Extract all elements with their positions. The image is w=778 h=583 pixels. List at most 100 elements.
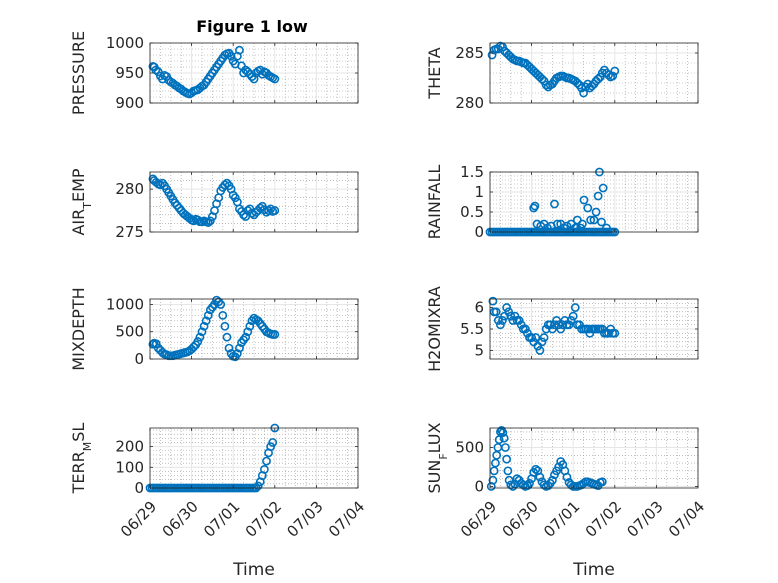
axes-box [149,298,359,360]
data-point [579,195,589,205]
data-point [535,472,545,482]
data-point [262,456,271,466]
data-point [245,321,255,331]
y-axis-label: H2OMIXRA [425,286,444,372]
data-point [586,215,596,225]
data-point [155,180,165,190]
data-point [604,328,613,338]
data-point [224,343,234,353]
axes-box [149,427,359,489]
data-point [508,316,518,325]
y-tick-label: 1 [474,183,484,201]
subplot-5: 5 5.5 6 H2OMIXRA [425,286,699,372]
subplot-3: 0 0.5 1 1.5 RAINFALL [425,163,699,241]
data-point [548,324,557,334]
data-point [598,183,608,193]
data-point [568,311,578,321]
y-axis-label: SUNFLUX [425,422,450,493]
y-axis-label: PRESSURE [69,31,88,115]
data-point [488,475,498,485]
data-point [232,349,242,358]
data-point [506,480,516,490]
data-point [593,191,603,201]
y-tick-label: 6 [474,299,484,317]
data-point [570,223,580,233]
data-point [235,343,244,353]
data-point [226,51,236,61]
y-tick-label: 0 [134,479,144,497]
data-point [495,320,505,330]
data-point [562,221,572,231]
y-tick-label: 0 [134,350,144,368]
data-point [255,203,265,213]
data-point [268,438,278,447]
data-point [193,215,203,225]
data-point [153,67,163,77]
data-point [201,316,211,326]
data-point [552,316,561,325]
y-tick-label: 5.5 [460,320,484,338]
data-point [203,310,213,320]
subplot-2: 275 280 AIRTEMP [69,168,359,241]
data-point [264,206,273,215]
data-point [537,74,547,84]
data-point [508,482,518,491]
y-tick-label: 1.5 [460,163,484,181]
data-point [577,83,586,93]
y-tick-label: 0.5 [460,203,484,221]
data-point [243,327,253,337]
data-point [548,475,557,485]
data-point [241,332,251,342]
figure-title: Figure 1 low [196,17,308,36]
data-point [488,296,498,306]
data-point [604,70,613,80]
y-tick-label: 0 [474,223,484,241]
data-point [610,328,620,338]
subplot-4: 0 500 1000 MIXDEPTH [69,287,359,371]
data-point [259,464,269,474]
data-point [220,321,230,331]
y-tick-label: 275 [115,223,144,241]
data-point [253,481,263,491]
data-point [520,324,530,334]
data-point [487,50,497,60]
data-point [539,333,549,342]
data-point [583,324,593,334]
subplot-0: 900 950 1000 PRESSURE [69,31,359,115]
data-point [218,310,228,320]
data-point [205,216,215,226]
data-point [554,320,564,330]
x-axis-label: Time [232,560,275,580]
y-tick-label: 285 [455,44,484,62]
data-point [552,219,562,229]
subplot-1: 280 285 THETA [425,41,699,112]
data-point [591,207,601,217]
data-point [597,477,607,487]
y-tick-label: 200 [115,438,144,456]
y-tick-label: 950 [115,64,144,82]
data-point [566,316,576,325]
data-point [197,327,207,337]
data-point [576,223,586,233]
data-point [531,333,541,342]
data-point [216,300,226,309]
data-point [610,66,620,76]
y-axis-label: AIRTEMP [69,168,94,235]
axes-box [489,427,699,489]
data-point [220,180,230,190]
y-tick-label: 900 [115,94,144,112]
data-point [503,466,513,476]
data-point [537,337,547,347]
data-point [502,454,512,464]
y-tick-label: 0 [474,477,484,495]
y-axis-label: RAINFALL [425,165,444,240]
data-point [506,311,516,321]
y-axis-label: MIXDEPTH [69,287,88,370]
data-point [570,303,580,312]
data-point [493,316,503,325]
data-point [523,481,532,491]
x-axis-label: Time [572,560,615,580]
data-point [562,472,572,482]
data-point [499,433,509,443]
